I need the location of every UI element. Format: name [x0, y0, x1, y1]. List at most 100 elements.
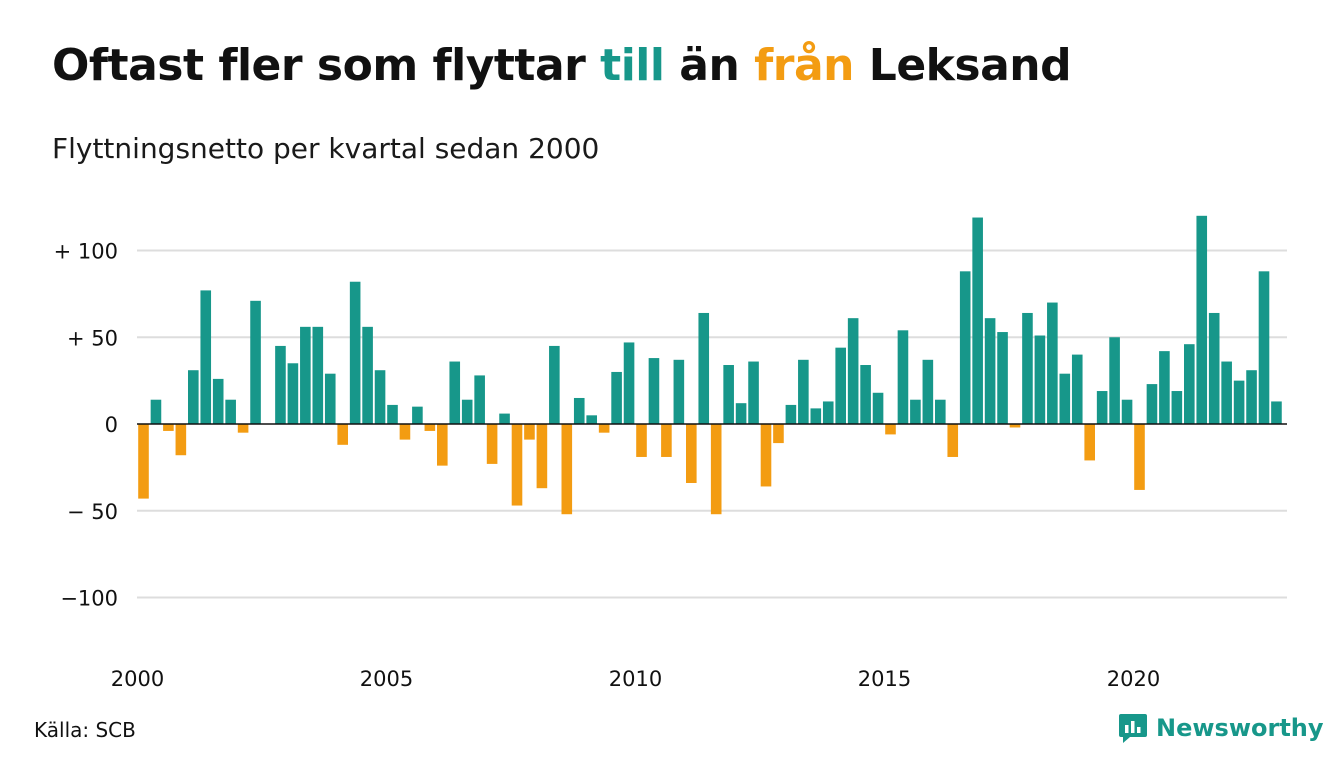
bar	[387, 404, 398, 424]
bar	[461, 399, 473, 424]
y-tick-label: + 100	[54, 240, 118, 264]
bar	[324, 373, 336, 424]
bar	[1196, 215, 1208, 424]
bar	[922, 359, 934, 424]
bar	[412, 406, 423, 424]
bar	[773, 424, 784, 444]
bar	[1134, 424, 1145, 490]
x-tick-label: 2005	[360, 667, 413, 691]
bar	[1258, 271, 1270, 424]
x-tick-label: 2010	[609, 667, 662, 691]
bar	[1071, 354, 1083, 424]
bar	[723, 365, 734, 424]
bar	[810, 408, 822, 424]
bar	[1047, 302, 1058, 424]
bar	[872, 392, 884, 424]
y-tick-label: 0	[105, 413, 118, 437]
bar	[1171, 391, 1183, 424]
bar	[997, 332, 1008, 424]
title-till: till	[600, 40, 665, 91]
bar	[972, 217, 983, 424]
bar	[200, 290, 212, 424]
bar	[150, 399, 162, 424]
bar	[860, 365, 871, 424]
bar	[499, 413, 510, 424]
bar	[511, 424, 523, 506]
bar	[1146, 384, 1158, 424]
bar	[623, 342, 635, 424]
bar	[598, 424, 610, 433]
bar	[698, 312, 710, 424]
bar	[1271, 401, 1282, 424]
bar	[910, 399, 921, 424]
bar	[374, 370, 386, 424]
bar	[188, 370, 199, 424]
x-tick-label: 2020	[1107, 667, 1160, 691]
title-fran: från	[754, 40, 854, 91]
bar	[437, 424, 448, 466]
y-tick-label: −100	[60, 587, 118, 611]
bar	[611, 371, 622, 424]
bar	[748, 361, 759, 424]
bar	[1022, 312, 1033, 424]
bar	[897, 330, 909, 424]
bar	[673, 359, 685, 424]
x-tick-label: 2000	[111, 667, 164, 691]
bar	[1233, 380, 1245, 424]
bar	[275, 345, 286, 424]
bar	[225, 399, 236, 424]
bar	[1121, 399, 1133, 424]
bar	[399, 424, 411, 440]
bar	[822, 401, 834, 424]
bar	[1034, 335, 1046, 424]
bar	[561, 424, 573, 515]
bar	[300, 326, 311, 424]
bar	[1159, 351, 1170, 424]
bar	[163, 424, 174, 431]
x-tick-label: 2015	[858, 667, 911, 691]
chart-title: Oftast fler som flyttar till än från Lek…	[52, 40, 1072, 91]
bar	[984, 318, 996, 424]
bar	[947, 424, 959, 457]
bar	[362, 326, 373, 424]
bar	[549, 345, 560, 424]
bar	[1109, 337, 1120, 424]
bar	[573, 397, 585, 424]
title-suffix: Leksand	[853, 40, 1072, 91]
bar	[1246, 370, 1257, 424]
bar	[785, 404, 797, 424]
bar	[486, 424, 498, 464]
bar	[337, 424, 348, 445]
bar	[524, 424, 535, 440]
bar	[138, 424, 149, 499]
title-middle: än	[664, 40, 755, 91]
bar	[237, 424, 249, 433]
y-tick-label: + 50	[67, 326, 118, 350]
bar	[959, 271, 971, 424]
bar	[1208, 312, 1220, 424]
bar	[636, 424, 647, 457]
bar	[648, 358, 660, 424]
title-prefix: Oftast fler som flyttar	[52, 40, 601, 91]
bar	[586, 415, 597, 424]
bar	[686, 424, 697, 483]
bar	[536, 424, 548, 489]
bar	[835, 347, 846, 424]
bar	[474, 375, 485, 424]
bar	[1096, 391, 1108, 424]
bar	[212, 378, 224, 424]
bar	[847, 318, 859, 424]
bar	[735, 403, 747, 424]
bar	[424, 424, 436, 431]
bar	[1084, 424, 1095, 461]
bar	[1009, 424, 1021, 428]
bar	[1221, 361, 1232, 424]
bar	[287, 363, 299, 424]
bar	[885, 424, 896, 435]
bar	[175, 424, 187, 456]
source-note: Källa: SCB	[34, 718, 136, 742]
bar	[798, 359, 809, 424]
bar	[760, 424, 772, 487]
bar	[250, 300, 261, 424]
bar	[710, 424, 722, 515]
